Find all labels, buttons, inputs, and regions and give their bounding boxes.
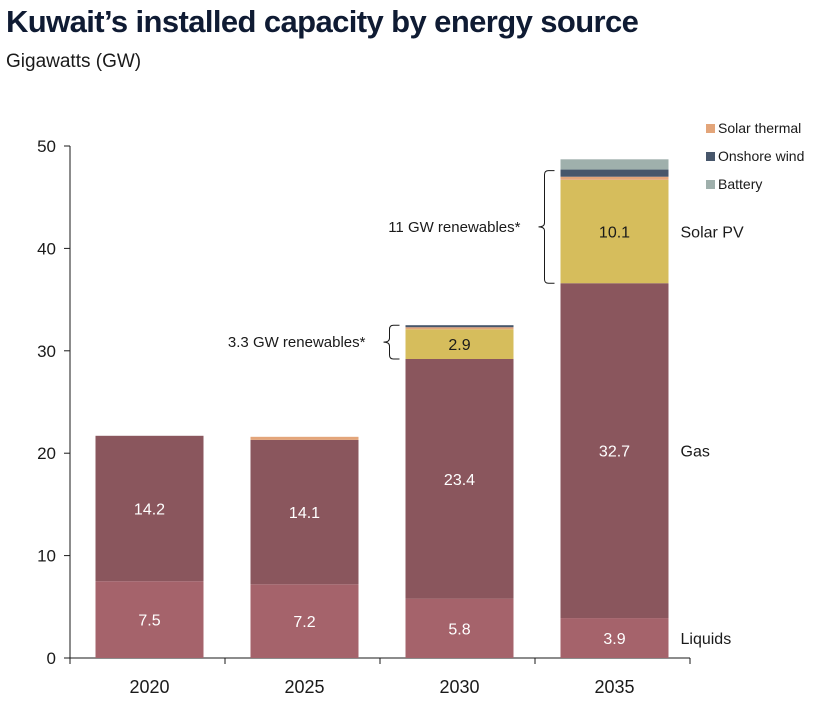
legend-swatch: [706, 124, 715, 133]
annotation-label: 3.3 GW renewables*: [228, 334, 366, 351]
data-label: 5.8: [448, 621, 470, 638]
data-label: 10.1: [599, 225, 630, 242]
series-side-label: Solar PV: [681, 225, 744, 242]
data-label: 14.1: [289, 505, 320, 522]
bar-segment-onshore-wind: [560, 169, 669, 177]
legend-label: Solar thermal: [718, 120, 801, 136]
data-label: 7.2: [293, 614, 315, 631]
x-tick-label: 2030: [439, 677, 479, 697]
y-tick-label: 10: [37, 547, 56, 566]
x-tick-label: 2025: [284, 677, 324, 697]
bar-segment-solar-pv: [405, 329, 514, 359]
legend-label: Battery: [718, 176, 762, 192]
data-label: 7.5: [138, 613, 160, 630]
bar-segment-onshore-wind: [405, 325, 514, 328]
segment-labels: 7.5 14.2 7.2 14.1 5.8 23.4 2.9 3.9 32.7 10.1 Solar…: [134, 225, 744, 649]
data-label: 2.9: [448, 337, 470, 354]
bar-segment-gas: [405, 358, 514, 599]
bar-segment-liquids: [560, 618, 669, 658]
x-tick-label: 2020: [129, 677, 169, 697]
legend-swatch: [706, 152, 715, 161]
data-label: 32.7: [599, 444, 630, 461]
annotation-brace: [538, 170, 555, 284]
legend: Solar thermal Onshore wind Battery: [706, 120, 804, 192]
chart-title: Kuwait’s installed capacity by energy so…: [6, 4, 639, 39]
y-tick-label: 0: [47, 649, 56, 668]
bar-segment-solar-thermal: [405, 327, 514, 330]
data-label: 3.9: [603, 631, 625, 648]
series-side-label: Liquids: [681, 631, 732, 648]
y-tick-label: 30: [37, 342, 56, 361]
bar-segment-liquids: [405, 598, 514, 658]
bar-segment-gas: [250, 439, 359, 585]
annotation-brace: [383, 324, 400, 360]
bar-segment-gas: [95, 435, 204, 582]
legend-label: Onshore wind: [718, 148, 804, 164]
bar-segment-battery: [560, 159, 669, 170]
annotation-label: 11 GW renewables*: [388, 219, 520, 236]
legend-swatch: [706, 180, 715, 189]
data-label: 14.2: [134, 501, 165, 518]
series-side-label: Gas: [681, 444, 710, 461]
bars: [95, 159, 669, 658]
data-label: 23.4: [444, 472, 475, 489]
y-tick-label: 40: [37, 239, 56, 258]
x-tick-label: 2035: [594, 677, 634, 697]
y-tick-label: 50: [37, 137, 56, 156]
bar-segment-solar-thermal: [250, 436, 359, 440]
bar-segment-solar-thermal: [560, 176, 669, 180]
chart-subtitle: Gigawatts (GW): [6, 51, 142, 72]
bar-segment-liquids: [95, 581, 204, 658]
bar-segment-liquids: [250, 584, 359, 658]
y-tick-label: 20: [37, 444, 56, 463]
bar-segment-gas: [560, 283, 669, 619]
bar-segment-solar-pv: [560, 179, 669, 284]
annotations: 3.3 GW renewables* 11 GW renewables*: [228, 170, 555, 360]
